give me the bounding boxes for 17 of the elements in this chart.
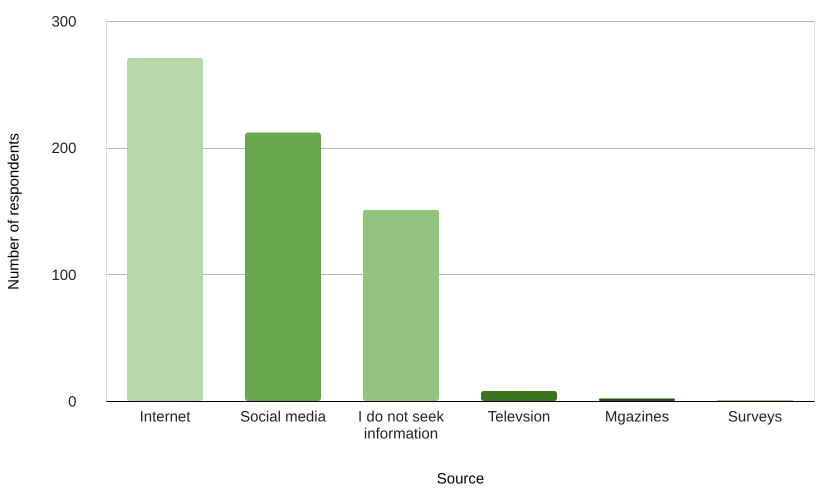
y-tick-label: 100 xyxy=(51,266,76,284)
x-tick-label: Televsion xyxy=(488,408,550,426)
x-tick-label: Social media xyxy=(240,408,327,426)
bar xyxy=(127,58,203,401)
y-axis-title: Number of respondents xyxy=(5,133,22,290)
y-tick-label: 300 xyxy=(51,14,76,30)
x-tick-label: Surveys xyxy=(728,408,782,426)
bar xyxy=(363,210,439,401)
x-tick-label: Mgazines xyxy=(604,408,670,426)
x-tick-label: Internet xyxy=(140,408,192,426)
y-tick-label: 200 xyxy=(51,140,76,158)
x-axis-title: Source xyxy=(436,470,484,488)
bar xyxy=(481,390,557,401)
bar xyxy=(245,132,321,401)
y-tick-label: 0 xyxy=(68,394,76,410)
x-tick-label: I do not seek information xyxy=(358,408,444,442)
bar xyxy=(599,398,675,401)
